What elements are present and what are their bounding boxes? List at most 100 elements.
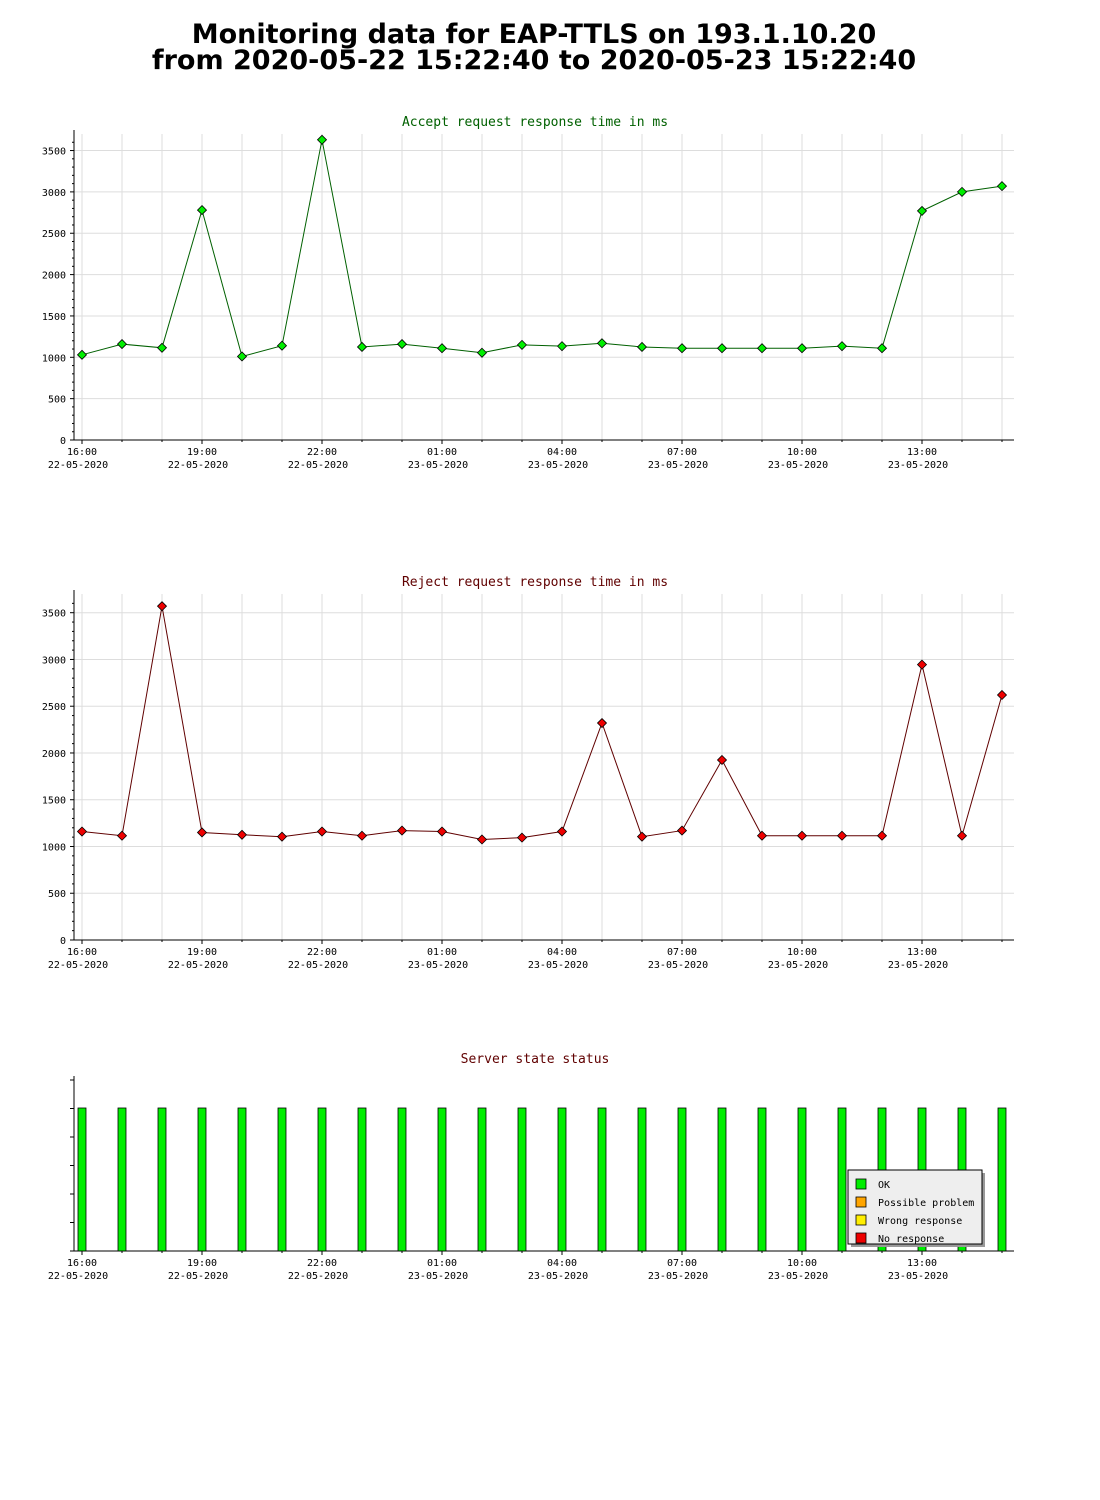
y-tick-label: 1500 (42, 796, 66, 807)
x-tick-label-time: 19:00 (187, 1258, 217, 1269)
legend-swatch (855, 1214, 867, 1226)
data-point (436, 826, 448, 837)
series-line (81, 139, 1003, 358)
x-tick-label-date: 22-05-2020 (168, 960, 228, 971)
x-tick-label-date: 23-05-2020 (528, 460, 588, 471)
legend-swatch (855, 1232, 867, 1244)
x-tick-label-date: 22-05-2020 (48, 960, 108, 971)
page-title: Monitoring data for EAP-TTLS on 193.1.10… (0, 19, 1068, 76)
data-point (836, 830, 848, 841)
data-point (956, 186, 968, 197)
data-point (156, 342, 168, 353)
reject-response-time-chart: Reject request response time in ms 0 500 10… (42, 575, 1014, 971)
x-tick-label-date: 23-05-2020 (528, 1271, 588, 1282)
data-point (196, 205, 208, 216)
data-point (236, 351, 248, 362)
data-point (876, 830, 888, 841)
data-point (116, 830, 128, 841)
server-state-status-chart: Server state status 16:00 22-05-2020 19:00 2… (48, 1052, 1014, 1282)
data-point (996, 689, 1008, 701)
status-bar (997, 1107, 1007, 1252)
status-bar (397, 1107, 407, 1252)
x-tick-label-time: 07:00 (667, 1258, 697, 1269)
data-point (556, 341, 568, 352)
data-point (756, 830, 768, 841)
data-point (76, 826, 88, 837)
data-point (396, 338, 408, 350)
legend-label: No response (878, 1234, 944, 1245)
legend-label: Wrong response (878, 1216, 962, 1227)
accept-response-time-chart: Accept request response time in ms 0 500 10… (42, 115, 1014, 471)
x-tick-label-date: 23-05-2020 (408, 460, 468, 471)
data-point (516, 339, 528, 350)
x-tick-label-date: 23-05-2020 (648, 460, 708, 471)
x-tick-label-time: 16:00 (67, 1258, 97, 1269)
data-point (916, 659, 928, 670)
page-title-line-2: from 2020-05-22 15:22:40 to 2020-05-23 1… (151, 45, 917, 76)
data-point (636, 341, 648, 353)
status-bar (717, 1107, 727, 1252)
chart-title: Server state status (461, 1052, 610, 1067)
data-point (916, 205, 928, 216)
data-point (836, 341, 848, 352)
y-tick-label: 1000 (42, 353, 66, 364)
data-point (756, 343, 768, 354)
status-bar (517, 1107, 527, 1252)
x-tick-label-date: 22-05-2020 (288, 460, 348, 471)
x-tick-label-time: 01:00 (427, 947, 457, 958)
x-tick-label-time: 04:00 (547, 1258, 577, 1269)
data-point (276, 340, 288, 351)
x-tick-label-date: 22-05-2020 (48, 1271, 108, 1282)
legend-swatch (855, 1178, 867, 1190)
x-tick-label-date: 23-05-2020 (768, 960, 828, 971)
chart-title: Accept request response time in ms (402, 115, 668, 130)
data-point (956, 830, 968, 841)
legend-box (847, 1169, 983, 1245)
x-tick-label-time: 22:00 (307, 947, 337, 958)
status-bar (477, 1107, 487, 1252)
x-tick-label-time: 10:00 (787, 1258, 817, 1269)
y-tick-label: 1500 (42, 312, 66, 323)
data-point (556, 826, 568, 837)
y-tick-label: 2500 (42, 702, 66, 713)
x-tick-label-time: 16:00 (67, 947, 97, 958)
legend-label: OK (878, 1180, 890, 1191)
status-bar (677, 1107, 687, 1252)
status-bar (157, 1107, 167, 1252)
status-bar (77, 1107, 87, 1252)
y-tick-label: 500 (48, 889, 66, 900)
x-tick-label-time: 16:00 (67, 447, 97, 458)
x-tick-label-time: 01:00 (427, 447, 457, 458)
data-point (676, 343, 688, 354)
data-point (236, 829, 248, 840)
legend-label: Possible problem (878, 1198, 974, 1209)
data-point (516, 832, 528, 843)
y-tick-label: 3500 (42, 609, 66, 620)
y-tick-label: 0 (60, 436, 66, 447)
data-point (316, 826, 328, 837)
page-title-line-1: Monitoring data for EAP-TTLS on 193.1.10… (191, 19, 877, 50)
status-bar (637, 1107, 647, 1252)
x-tick-label-date: 23-05-2020 (888, 1271, 948, 1282)
x-tick-label-time: 13:00 (907, 1258, 937, 1269)
status-bar (797, 1107, 807, 1252)
status-bar (317, 1107, 327, 1252)
status-bar (357, 1107, 367, 1252)
data-point (796, 343, 808, 354)
data-point (276, 831, 288, 842)
x-tick-label-time: 07:00 (667, 447, 697, 458)
x-tick-label-date: 23-05-2020 (648, 1271, 708, 1282)
status-bar (197, 1107, 207, 1252)
data-point (716, 343, 728, 354)
x-tick-label-date: 23-05-2020 (528, 960, 588, 971)
x-tick-label-time: 13:00 (907, 947, 937, 958)
x-tick-label-date: 22-05-2020 (168, 460, 228, 471)
y-tick-label: 2000 (42, 271, 66, 282)
data-point (316, 134, 328, 145)
x-tick-label-time: 01:00 (427, 1258, 457, 1269)
x-tick-label-date: 23-05-2020 (768, 460, 828, 471)
x-tick-label-date: 23-05-2020 (408, 960, 468, 971)
x-tick-label-date: 23-05-2020 (408, 1271, 468, 1282)
x-tick-label-date: 23-05-2020 (888, 460, 948, 471)
data-point (76, 349, 88, 360)
